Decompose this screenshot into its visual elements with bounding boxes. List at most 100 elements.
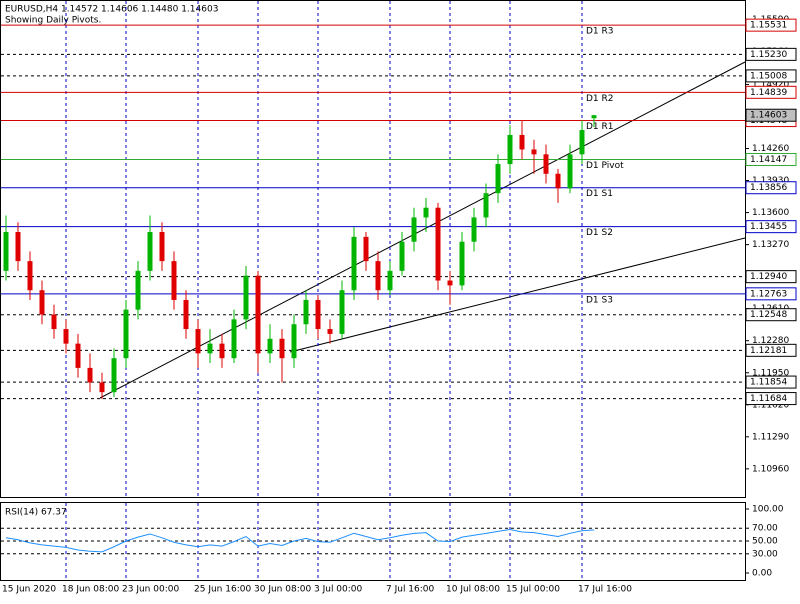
price-box [745, 220, 797, 234]
price-box-label: 1.14147 [750, 155, 787, 165]
candle-body [123, 309, 129, 359]
candle-body [351, 236, 357, 291]
level-name: D1 Pivot [586, 161, 624, 171]
rsi-tick-label: 100.00 [752, 505, 784, 515]
candle-body [87, 367, 93, 383]
candle-body [567, 154, 573, 189]
candle-body [399, 241, 405, 271]
candle-body [27, 261, 33, 291]
candle-body [315, 299, 321, 330]
price-box-label: 1.11684 [750, 394, 787, 404]
price-box-label: 1.12181 [750, 346, 787, 356]
price-box-label: 1.15008 [750, 71, 787, 81]
price-box [745, 287, 797, 301]
candle-body [555, 173, 561, 189]
candle-body [279, 338, 285, 359]
candle-body [447, 280, 453, 286]
rsi-tick-label: 0.00 [752, 569, 772, 579]
chart-header: EURUSD,H4 1.14572 1.14606 1.14480 1.1460… [5, 5, 218, 15]
candle-body [519, 134, 525, 150]
candle-body [483, 193, 489, 218]
candle-body [147, 231, 153, 271]
candle-body [459, 241, 465, 286]
candle-body [219, 343, 225, 359]
price-box-label: 1.12940 [750, 272, 787, 282]
level-name: D1 S3 [586, 295, 613, 305]
price-box-label: 1.15531 [750, 21, 787, 31]
chart-subtitle: Showing Daily Pivots. [5, 16, 101, 26]
y-tick-label: 1.13600 [752, 208, 789, 218]
y-tick-label: 1.14920 [752, 80, 789, 90]
rsi-tick-label: 30.00 [752, 549, 778, 559]
y-tick-label: 1.11290 [752, 432, 789, 442]
candle-body [39, 290, 45, 315]
x-tick-label: 25 Jun 16:00 [194, 585, 251, 595]
price-box [745, 69, 797, 83]
candle-body [255, 275, 261, 354]
candle-body [543, 154, 549, 174]
x-tick-label: 15 Jul 00:00 [506, 585, 560, 595]
price-box [745, 181, 797, 195]
candle-body [387, 270, 393, 291]
candle-body [411, 217, 417, 242]
x-tick-label: 23 Jun 00:00 [122, 585, 179, 595]
x-tick-label: 18 Jun 08:00 [62, 585, 119, 595]
candle-body [207, 343, 213, 354]
price-box [745, 47, 797, 61]
rsi-line [5, 528, 595, 553]
candle-body [303, 299, 309, 325]
rsi-tick-label: 70.00 [752, 524, 778, 534]
candle-body [3, 231, 9, 271]
price-box-label: 1.13455 [750, 222, 787, 232]
main-frame [0, 0, 746, 498]
candle-body [51, 314, 57, 330]
x-tick-label: 10 Jul 08:00 [446, 585, 500, 595]
candle-body [75, 343, 81, 368]
candle-body [195, 329, 201, 354]
x-tick-label: 7 Jul 16:00 [386, 585, 435, 595]
candle-body [495, 164, 501, 194]
x-tick-label: 3 Jul 00:00 [314, 585, 363, 595]
price-box [745, 152, 797, 166]
x-tick-label: 15 Jun 2020 [2, 585, 56, 595]
candle-body [375, 261, 381, 291]
level-name: D1 R3 [586, 27, 614, 37]
price-box [745, 108, 797, 122]
candle-body [135, 270, 141, 310]
candle-body [531, 149, 537, 155]
candle-body [591, 115, 597, 119]
rsi-title: RSI(14) 67.37 [5, 508, 67, 518]
level-name: D1 R2 [586, 94, 614, 104]
y-tick-label: 1.11950 [752, 368, 789, 378]
candle-body [327, 329, 333, 334]
price-box-label: 1.15230 [750, 50, 787, 60]
candle-body [99, 382, 105, 393]
candle-body [507, 134, 513, 165]
y-tick-label: 1.13930 [752, 176, 789, 186]
candle-body [15, 231, 21, 262]
candle-body [111, 358, 117, 393]
y-tick-label: 1.11620 [752, 400, 789, 410]
candle-body [267, 338, 273, 354]
price-box-label: 1.14839 [750, 88, 787, 98]
trend-line [99, 61, 746, 399]
candle-body [183, 299, 189, 330]
candle-body [63, 329, 69, 344]
price-box-label: 1.12548 [750, 310, 787, 320]
level-name: D1 S1 [586, 189, 613, 199]
candle-body [243, 275, 249, 320]
price-box [745, 85, 797, 99]
candle-body [171, 261, 177, 300]
candle-body [435, 207, 441, 281]
price-box-label: 1.13856 [750, 183, 787, 193]
level-name: D1 S2 [586, 228, 613, 238]
price-box [745, 392, 797, 406]
x-tick-label: 30 Jun 08:00 [254, 585, 311, 595]
price-box-label: 1.14603 [750, 111, 787, 121]
price-box [745, 18, 797, 32]
y-tick-label: 1.13270 [752, 240, 789, 250]
price-box-label: 1.12763 [750, 289, 787, 299]
x-tick-label: 17 Jul 16:00 [578, 585, 632, 595]
